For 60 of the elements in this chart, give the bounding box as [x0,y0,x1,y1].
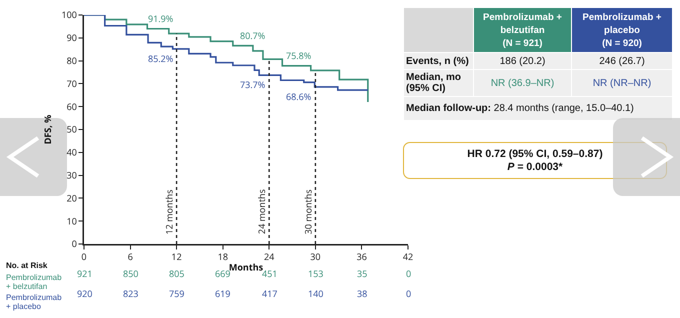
x-tick-label: 24 [264,250,274,264]
text: 920 [77,287,92,300]
annotation: 75.8% [286,49,312,62]
x-tick-label: 42 [402,250,414,264]
annotation: Median, mo (95% CI) [404,70,473,96]
x-tick-label: 18 [218,250,228,264]
text: 35 [357,267,368,280]
y-tick-label: 40 [66,146,77,159]
ref-line-label: 12 months [162,190,176,235]
x-tick-label: 12 [171,250,182,264]
x-axis-title: Months [228,260,264,274]
x-tick-label: 0 [81,250,87,264]
text: Pembrolizumab + belzutifan [6,273,63,291]
y-tick-label: 70 [66,76,77,90]
text: 921 [77,267,92,280]
annotation: 68.6% [286,90,312,103]
text: HR 0.72 (95% CI, 0.59–0.87) [467,148,603,160]
annotation: Events, n (%) [404,53,473,69]
annotation: Median follow-up: 28.4 months (range, 15.0–40.1) [406,103,634,114]
y-tick-label: 80 [66,54,77,67]
y-tick-label: 20 [66,191,77,204]
text: 417 [262,287,278,300]
y-tick-label: 100 [61,8,77,22]
ref-line-label: 30 months [301,189,314,234]
y-tick-label: 50 [66,122,77,136]
text: Pembrolizumab + belzutifan (N = 921) [483,12,562,48]
text: 140 [308,287,324,300]
text: P = 0.0003* [507,160,563,174]
y-axis-title: DFS, % [40,114,54,144]
text: 186 (20.2) [500,56,546,66]
annotation: 73.7% [240,78,266,91]
ref-line-label: 24 months [255,189,268,234]
text: 246 (26.7) [599,56,645,66]
text: 823 [123,287,138,300]
text: Pembrolizumab + placebo (N = 920) [582,12,662,48]
text: 669 [215,267,230,280]
text: 850 [123,267,138,280]
x-tick-label: 36 [356,250,367,264]
text: Pembrolizumab + placebo [6,293,63,311]
text: 0 [406,267,412,280]
y-tick-label: 30 [66,168,77,182]
text: 38 [357,287,368,300]
text: No. at Risk [6,261,48,270]
text: 153 [308,267,324,280]
x-tick-label: 6 [128,250,133,264]
text: NR (36.9–NR) [490,78,554,88]
y-tick-label: 0 [72,237,77,250]
text: 619 [215,287,230,300]
x-tick-label: 30 [310,250,321,264]
text: 759 [169,287,184,300]
annotation: 91.9% [148,12,174,25]
text: NR (NR–NR) [592,78,652,88]
text: 805 [169,267,184,280]
y-tick-label: 10 [66,214,77,228]
text: 0 [406,287,412,300]
y-tick-label: 60 [66,100,77,113]
annotation: 80.7% [240,29,266,42]
y-tick-label: 90 [66,31,77,44]
text: 451 [262,267,278,280]
annotation: 85.2% [148,52,174,65]
